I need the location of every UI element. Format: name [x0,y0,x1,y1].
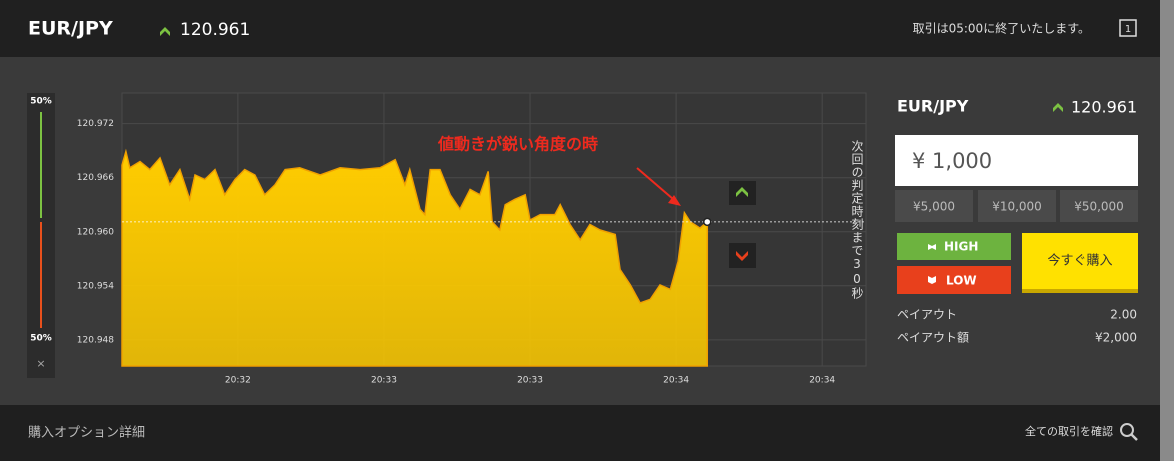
search-icon[interactable] [1120,423,1134,437]
preset: ¥10,000 [992,200,1042,214]
gauge-top: 50% [30,97,52,107]
x-tick-label: 20:33 [371,376,397,386]
low-icon [928,276,936,284]
y-tick-label: 120.954 [77,281,114,291]
buy-label: 今すぐ購入 [1047,253,1112,269]
plot: 120.948 120.954 120.960 120.966 120.972 20:32… [77,93,866,386]
amount-input[interactable] [895,135,1138,186]
all-trades-link[interactable]: 全ての取引を確認 [1025,424,1113,438]
search-icon-handle [1130,433,1138,441]
price: 120.961 [180,20,250,40]
y-tick-label: 120.966 [77,173,114,183]
buy-button-shadow [1022,289,1138,293]
preset-button[interactable] [895,190,973,222]
x-tick-label: 20:34 [663,376,689,386]
preset-button[interactable] [978,190,1056,222]
gauge-bottom: 50% [30,334,52,344]
payout: 2.00 [1110,308,1137,322]
high-button[interactable] [897,233,1011,260]
payout-label: ペイアウト [897,308,957,322]
amount: ¥ 1,000 [912,149,992,173]
annotation-arrow [636,167,674,200]
buy-button[interactable] [1022,233,1138,293]
y-tick-label: 120.972 [77,119,114,129]
footer-bar [0,405,1174,461]
payout-amount: ¥2,000 [1095,331,1137,345]
pair: EUR/JPY [28,18,113,40]
arrow-head [668,195,681,206]
high-marker-icon [736,187,748,197]
x-tick-label: 20:34 [809,376,835,386]
window-icon[interactable] [1119,19,1137,37]
header-bar [0,0,1174,57]
window-icon-label: 1 [1125,24,1131,35]
y-tick-label: 120.948 [77,335,114,345]
high-icon [928,244,936,250]
payout-amount-label: ペイアウト額 [897,331,969,345]
preset-button[interactable] [1060,190,1138,222]
x-tick-label: 20:33 [517,376,543,386]
low-label: LOW [946,274,977,288]
high-label: HIGH [944,240,978,254]
x-tick-label: 20:32 [225,376,251,386]
low-marker-icon [736,251,748,261]
high-marker [729,181,756,205]
gauge-close[interactable]: × [36,357,45,370]
up-icon [160,27,170,36]
up-icon [1053,103,1063,112]
panel-price: 120.961 [1071,98,1137,117]
notice: 取引は05:00に終了いたします。 [913,21,1090,36]
y-tick-label: 120.960 [77,227,114,237]
scroll-strip [1160,0,1174,461]
low-button[interactable] [897,266,1011,294]
current-price-dot [703,217,712,227]
annotation: 値動きが鋭い角度の時 [437,135,598,154]
details-link[interactable]: 購入オプション詳細 [28,425,145,441]
panel-pair: EUR/JPY [897,97,969,116]
countdown: 次回の判定時刻まで30秒 [850,140,864,300]
price-area [121,148,709,367]
preset: ¥50,000 [1074,200,1124,214]
low-marker [729,243,756,268]
preset: ¥5,000 [913,200,955,214]
